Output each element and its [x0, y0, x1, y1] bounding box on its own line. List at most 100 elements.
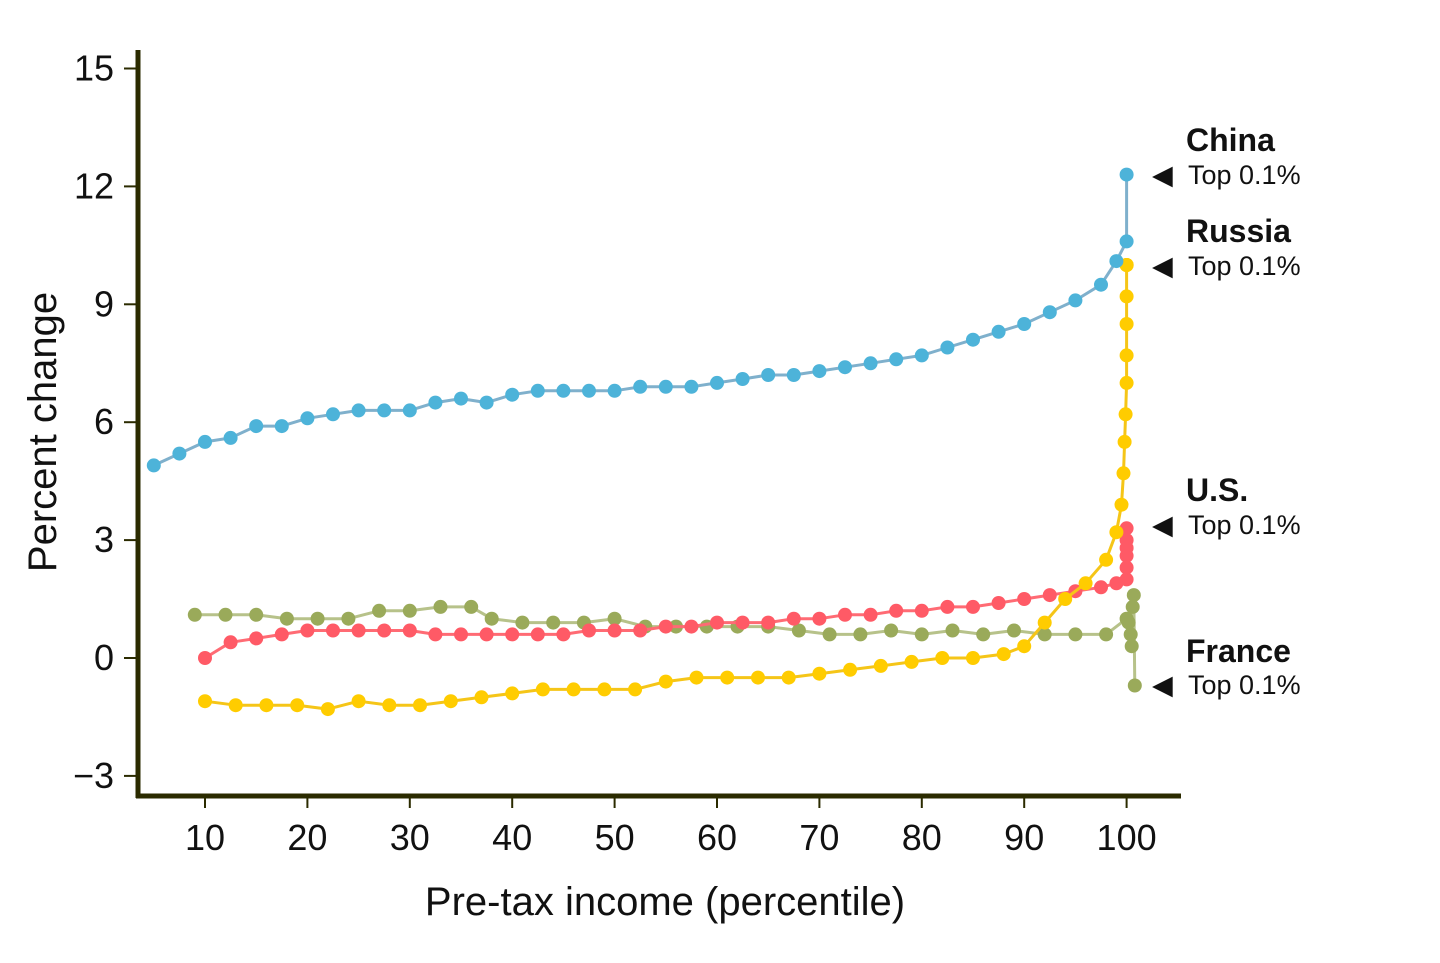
france-arrow-icon: ◀: [1152, 670, 1173, 700]
data-point-russia: [1119, 348, 1134, 363]
data-point-china: [710, 375, 724, 390]
russia-top-label: Top 0.1%: [1188, 251, 1301, 281]
china-arrow-icon: ◀: [1152, 160, 1173, 190]
series-russia: [198, 258, 1134, 717]
data-point-russia: [198, 694, 212, 709]
data-point-france: [279, 611, 294, 626]
data-point-france: [310, 611, 325, 626]
data-point-france: [791, 623, 806, 638]
data-point-france: [853, 627, 868, 642]
data-point-us: [607, 623, 622, 638]
data-point-russia: [320, 702, 335, 717]
data-point-us: [966, 599, 980, 614]
data-point-china: [812, 364, 827, 379]
data-point-russia: [781, 670, 796, 685]
data-point-france: [546, 615, 561, 630]
data-point-russia: [566, 682, 581, 697]
data-point-china: [761, 368, 776, 382]
y-axis-title: Percent change: [21, 292, 65, 572]
data-point-china: [249, 419, 264, 434]
us-top-label: Top 0.1%: [1188, 510, 1301, 540]
data-point-france: [976, 627, 991, 642]
data-point-us: [454, 627, 468, 642]
data-point-china: [479, 395, 494, 410]
data-point-russia: [720, 670, 735, 685]
data-point-china: [505, 387, 520, 402]
data-point-china: [1017, 317, 1032, 331]
data-point-china: [633, 379, 648, 394]
annotation-us: U.S. ◀ Top 0.1%: [1152, 472, 1301, 540]
data-point-russia: [1109, 525, 1124, 540]
data-point-russia: [1037, 615, 1052, 630]
data-point-us: [761, 615, 776, 630]
data-point-us: [351, 623, 366, 638]
data-point-china: [172, 446, 187, 461]
data-point-france: [249, 607, 264, 622]
data-point-russia: [1099, 552, 1114, 567]
data-point-china: [274, 419, 289, 434]
data-point-france: [945, 623, 960, 638]
data-point-russia: [689, 670, 704, 685]
data-point-france: [218, 607, 233, 622]
data-point-france: [1121, 615, 1136, 630]
data-point-france: [341, 611, 356, 626]
series-line-france: [194, 593, 1137, 686]
data-point-russia: [1119, 375, 1134, 390]
x-tick-label: 70: [799, 817, 839, 858]
data-point-russia: [1114, 497, 1129, 512]
data-point-france: [402, 603, 417, 618]
data-point-us: [530, 627, 545, 642]
data-point-china: [735, 372, 750, 386]
data-point-russia: [259, 698, 274, 713]
data-point-russia: [413, 698, 427, 713]
series-line-russia: [204, 265, 1129, 711]
data-point-us: [479, 627, 494, 642]
y-tick-label: 9: [94, 283, 114, 324]
data-point-russia: [1078, 576, 1093, 591]
data-point-china: [1119, 234, 1134, 249]
data-point-china: [1068, 293, 1083, 308]
data-point-france: [822, 627, 837, 642]
data-point-china: [300, 411, 315, 426]
data-point-us: [684, 619, 699, 634]
data-point-us: [505, 627, 520, 642]
data-point-russia: [843, 662, 858, 677]
series-us: [198, 521, 1134, 665]
annotation-china: China ◀ Top 0.1%: [1152, 122, 1301, 190]
data-point-china: [607, 383, 622, 398]
data-point-us: [889, 603, 904, 618]
x-tick-label: 40: [492, 817, 532, 858]
data-point-us: [198, 651, 212, 665]
data-point-us: [274, 627, 289, 642]
y-tick-label: −3: [73, 755, 114, 796]
data-point-us: [710, 615, 724, 630]
data-point-china: [454, 391, 468, 406]
data-point-china: [1109, 254, 1124, 269]
france-top-label: Top 0.1%: [1188, 670, 1301, 700]
data-point-china: [991, 324, 1006, 339]
data-point-us: [940, 599, 955, 614]
data-point-france: [433, 599, 448, 614]
data-point-russia: [935, 651, 950, 665]
data-point-china: [684, 379, 699, 394]
data-point-china: [1119, 167, 1134, 182]
data-point-russia: [1118, 407, 1133, 422]
y-tick-label: 6: [94, 401, 114, 442]
data-point-france: [1127, 678, 1142, 693]
data-point-china: [863, 356, 878, 371]
data-point-france: [1099, 627, 1114, 642]
data-point-france: [187, 607, 202, 622]
data-point-china: [530, 383, 545, 398]
x-tick-label: 60: [697, 817, 737, 858]
data-point-us: [914, 603, 929, 618]
y-tick-label: 15: [74, 48, 114, 89]
data-point-russia: [505, 686, 520, 701]
data-point-france: [484, 611, 499, 626]
annotation-russia: Russia ◀ Top 0.1%: [1152, 213, 1301, 281]
data-point-russia: [996, 647, 1011, 662]
annotation-france: France ◀ Top 0.1%: [1152, 633, 1301, 700]
russia-arrow-icon: ◀: [1152, 251, 1173, 281]
data-point-us: [402, 623, 417, 638]
data-point-china: [351, 403, 366, 418]
x-axis-ticks: 10 20 30 40 50 60 70 80 90 100: [185, 796, 1157, 858]
